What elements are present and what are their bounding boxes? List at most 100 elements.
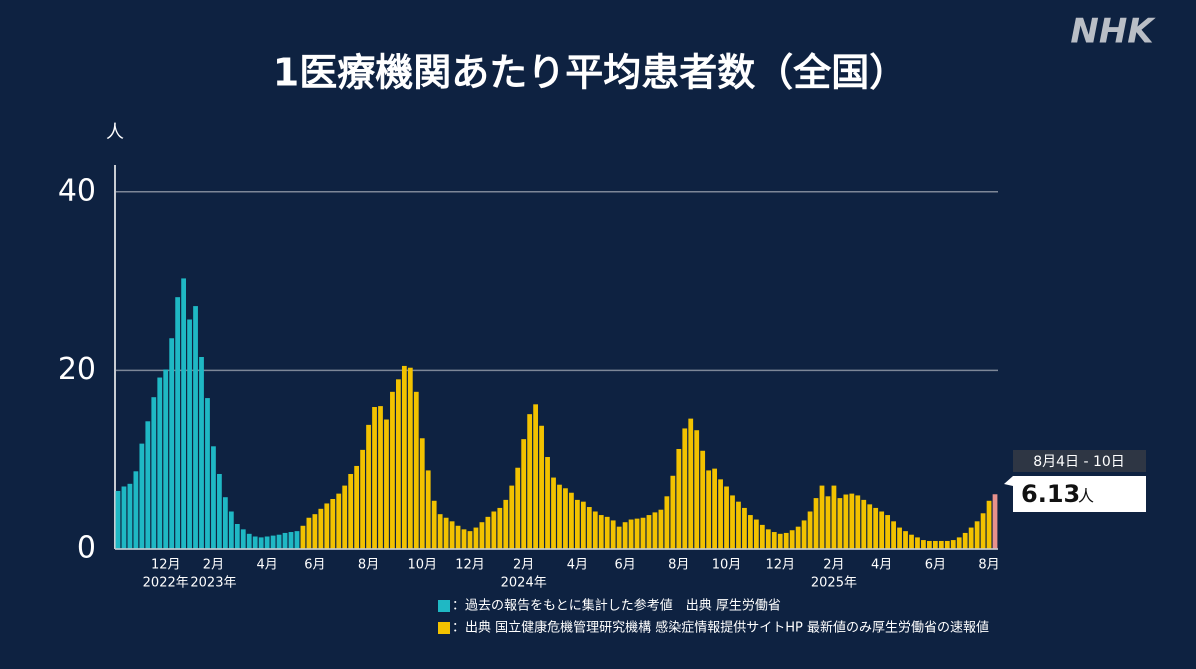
bar — [956, 537, 962, 549]
bar — [455, 525, 461, 549]
bar — [151, 397, 157, 549]
bar — [342, 485, 348, 549]
bar — [986, 500, 992, 549]
bar — [467, 531, 473, 549]
y-tick-label: 20 — [58, 352, 96, 387]
bar — [497, 507, 503, 549]
bar — [384, 419, 389, 549]
callout-period: 8月4日 - 10日 — [1033, 454, 1125, 470]
bar — [801, 520, 807, 549]
bar — [789, 530, 795, 549]
x-tick-label: 2月 — [823, 558, 844, 573]
bar — [831, 485, 837, 549]
bar — [885, 515, 891, 549]
bar — [545, 457, 550, 549]
bar — [282, 532, 288, 549]
bar — [306, 517, 312, 549]
x-tick-label: 10月 — [407, 558, 437, 573]
bar — [163, 369, 169, 549]
x-year-label: 2025年 — [811, 576, 857, 591]
bar — [527, 414, 533, 549]
bar — [724, 486, 729, 549]
legend-label: ：出典 国立健康危機管理研究機構 感染症情報提供サイトHP 最新値のみ厚生労働省… — [452, 620, 989, 636]
bar — [139, 443, 145, 549]
bar — [652, 512, 658, 549]
bar — [187, 319, 192, 549]
bar — [586, 507, 592, 549]
bar — [503, 499, 509, 549]
bar — [127, 483, 133, 549]
bar — [921, 540, 926, 549]
x-tick-label: 2月 — [513, 558, 534, 573]
chart-title: 1医療機関あたり平均患者数（全国） — [273, 51, 907, 95]
bar — [825, 496, 831, 549]
callout-pointer — [1004, 476, 1013, 486]
bar — [330, 498, 336, 549]
bar — [622, 522, 628, 549]
bar — [539, 425, 544, 549]
bar — [217, 473, 222, 549]
bar — [580, 501, 586, 549]
bar — [360, 449, 365, 549]
bar — [855, 495, 861, 549]
bar — [616, 526, 622, 549]
x-tick-label: 12月 — [151, 558, 181, 573]
bar — [634, 518, 640, 549]
bar — [312, 514, 318, 549]
bar — [205, 398, 210, 549]
bar — [664, 496, 670, 549]
legend-label: ：過去の報告をもとに集計した参考値 出典 厚生労働省 — [452, 598, 781, 614]
bar — [688, 418, 694, 549]
bar — [980, 513, 986, 549]
bar — [515, 467, 521, 549]
bar — [264, 536, 270, 549]
x-tick-label: 12月 — [455, 558, 485, 573]
bar — [813, 498, 819, 549]
bar — [610, 520, 616, 549]
bar — [837, 498, 843, 549]
bar — [628, 519, 634, 549]
legend-swatch — [438, 622, 450, 634]
bar — [909, 534, 914, 549]
callout-unit: 人 — [1078, 487, 1094, 506]
bar — [479, 522, 485, 549]
bar — [354, 465, 360, 549]
bar — [181, 278, 186, 549]
bar — [425, 470, 431, 549]
bar — [742, 507, 747, 549]
x-tick-label: 4月 — [871, 558, 892, 573]
bar — [324, 503, 330, 549]
bar — [903, 531, 908, 549]
bar — [449, 521, 455, 549]
x-tick-label: 4月 — [567, 558, 588, 573]
bar — [115, 490, 121, 549]
bar — [819, 485, 825, 549]
bar — [897, 527, 902, 549]
bar — [294, 531, 300, 549]
bar — [121, 486, 127, 549]
bar — [318, 508, 324, 549]
logo: NHK — [1070, 12, 1156, 52]
bar — [968, 527, 974, 549]
bar — [193, 306, 198, 549]
x-year-label: 2023年 — [190, 576, 236, 591]
bar — [234, 523, 240, 549]
y-axis-label: 人 — [106, 122, 124, 143]
bar — [240, 529, 246, 549]
bar — [300, 525, 306, 549]
x-tick-label: 8月 — [668, 558, 689, 573]
y-tick-label: 40 — [58, 173, 96, 208]
bar — [879, 511, 885, 549]
bar — [222, 497, 228, 549]
bar — [944, 540, 950, 549]
bar — [407, 367, 413, 549]
bar — [598, 515, 604, 549]
bar — [915, 537, 920, 549]
bar — [867, 504, 873, 549]
bar — [270, 535, 276, 549]
bar — [401, 365, 407, 549]
bar — [437, 514, 443, 549]
bar — [592, 511, 598, 549]
